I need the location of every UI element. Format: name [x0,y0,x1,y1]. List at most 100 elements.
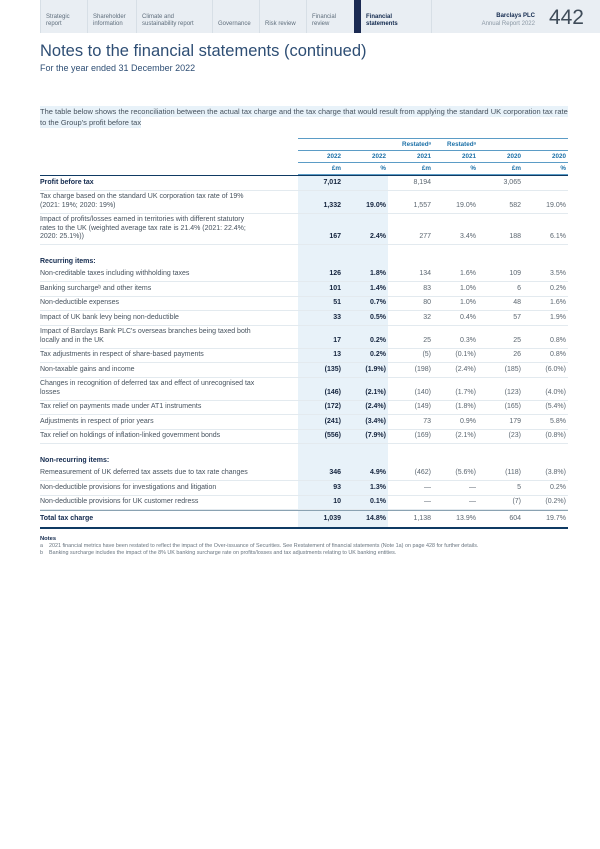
table-cell: 19.0% [343,190,388,213]
table-cell: (5.4%) [545,403,566,410]
table-cell: (462) [414,469,431,476]
table-row: Non-taxable gains and income (135) (1.9%)(… [40,363,568,378]
table-header-cell: 2020 [551,152,566,160]
page-subtitle: For the year ended 31 December 2022 [40,63,196,73]
table-cell: 25 [423,336,431,344]
table-cell [523,245,568,252]
nav-tab-label: Financial statements [366,14,398,27]
table-cell: (0.8%) [545,432,566,439]
table-cell [523,444,568,451]
row-label: Non-deductible provisions for investigat… [40,483,217,491]
row-values: (146) (2.1%) (140) (1.7%) (123) (4.0%) [298,377,568,400]
table-row: Non-creditable taxes including withholdi… [40,267,568,282]
table-row: Impact of Barclays Bank PLC's overseas b… [40,325,568,349]
nav-tab-label: Governance [218,21,251,27]
notes-section: Notes a 2021 financial metrics have been … [40,535,568,558]
table-header-cell: % [380,164,386,172]
table-header-cell: £m [331,164,341,172]
table-header-row-restated: Restatedᵃ Restatedᵃ [40,138,568,151]
nav-tab-shareholder-information[interactable]: Shareholder information [87,0,136,33]
row-values: 33 0.5% 32 0.4% 57 1.9% [298,311,568,325]
table-cell: 19.0% [546,201,566,209]
table-cell [298,252,343,268]
table-cell: 19.0% [456,201,476,209]
table-cell: 0.2% [343,348,388,362]
row-label: Adjustments in respect of prior years [40,417,154,425]
table-header-cell: 2020 [506,152,521,160]
table-cell: 277 [419,233,431,240]
nav-tab-governance[interactable]: Governance [212,0,259,33]
table-cell: 1.4% [343,282,388,296]
table-row: Banking surchargeᵇ and other items 101 1.4… [40,282,568,297]
table-cell: — [424,483,431,491]
table-cell: (3.8%) [545,469,566,476]
table-cell: 0.2% [343,325,388,348]
table-header-cell: £m [511,164,521,172]
note-text: Banking surcharge includes the impact of… [49,550,397,556]
row-values: (241) (3.4%) 73 0.9% 179 5.8% [298,415,568,429]
table-cell [478,451,523,467]
table-cell: (1.7%) [455,388,476,396]
table-cell: 188 [509,233,521,240]
table-cell [298,444,343,451]
nav-tab-strategic-report[interactable]: Strategic report [40,0,87,33]
table-header-cell: 2022 [371,152,386,160]
table-cell: 0.8% [550,336,566,344]
table-cell [343,176,388,190]
row-label: Non-deductible expenses [40,299,119,306]
table-cell: 101 [298,282,343,296]
table-cell: 3.4% [460,233,476,240]
nav-tab-financial-review[interactable]: Financial review [306,0,354,33]
row-values: 13 0.2% (5) (0.1%) 26 0.8% [298,348,568,362]
row-values: 17 0.2% 25 0.3% 25 0.8% [298,325,568,348]
table-cell: 13.9% [456,514,476,522]
table-cell [433,245,478,252]
nav-tab-label: Risk review [265,21,296,27]
nav-tab-label: Shareholder information [93,14,126,27]
row-label: Impact of Barclays Bank PLC's overseas b… [40,328,251,344]
table-header-cell: % [470,164,476,172]
row-values [298,444,568,451]
row-values: 1,332 19.0% 1,557 19.0% 582 19.0% [298,190,568,213]
page-title: Notes to the financial statements (conti… [40,42,367,60]
table-cell [523,252,568,268]
row-label: Tax relief on payments made under AT1 in… [40,403,202,410]
row-values: 93 1.3% — — 5 0.2% [298,481,568,495]
row-values: 167 2.4% 277 3.4% 188 6.1% [298,213,568,244]
table-cell: 8,194 [413,178,431,186]
table-row: Tax adjustments in respect of share-base… [40,348,568,363]
row-label: Banking surchargeᵇ and other items [40,284,152,292]
table-header-cell [298,141,343,149]
table-cell: 6.1% [550,233,566,240]
table-row: Adjustments in respect of prior years (24… [40,415,568,430]
table-cell: (556) [298,429,343,443]
table-cell [343,451,388,467]
table-cell: 346 [298,466,343,480]
table-row: Impact of UK bank levy being non-deducti… [40,311,568,326]
table-cell: 1.9% [550,313,566,321]
table-cell: (1.8%) [455,403,476,410]
nav-tab-risk-review[interactable]: Risk review [259,0,306,33]
table-cell: (2.4%) [343,400,388,414]
row-label: Tax relief on holdings of inflation-link… [40,432,221,439]
row-values: 10 0.1% — — (7) (0.2%) [298,495,568,509]
header-label-spacer [40,151,298,163]
header-cells: £m% £m% £m% [298,163,568,175]
table-cell: (123) [504,388,521,396]
table-body: Profit before tax 7,012 8,194 3,065 Tax char… [40,175,568,529]
table-cell: (135) [298,363,343,377]
row-label: Non-deductible provisions for UK custome… [40,498,199,505]
table-cell: 0.5% [343,311,388,325]
table-cell: 1.6% [460,270,476,277]
table-cell: (2.1%) [455,432,476,439]
table-cell: 1.0% [460,299,476,306]
nav-tab-climate-and-sustainability-report[interactable]: Climate and sustainability report [136,0,212,33]
table-cell: 73 [423,417,431,425]
row-values: (556) (7.9%) (169) (2.1%) (23) (0.8%) [298,429,568,443]
nav-tab-financial-statements[interactable]: Financial statements [354,0,418,33]
table-cell [478,245,523,252]
table-header-cell: £m [421,164,431,172]
row-values [298,245,568,252]
table-cell: 126 [298,267,343,281]
table-cell: (7) [512,498,521,505]
